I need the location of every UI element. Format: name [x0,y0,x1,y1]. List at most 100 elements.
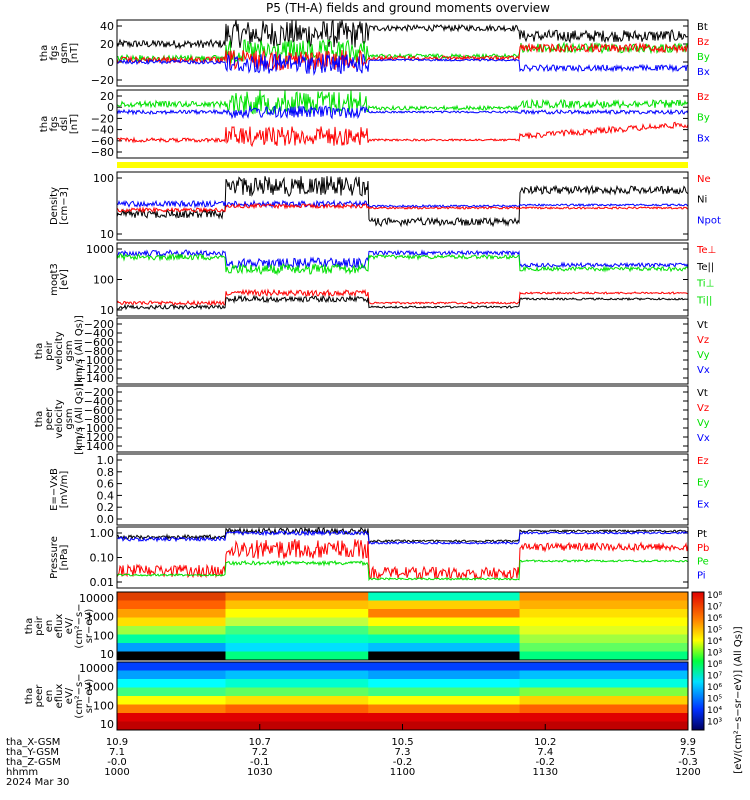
y-axis-label: moqt3 [eV] [49,263,70,296]
y-tick-label: −200 [84,318,114,331]
spectrogram-band [225,626,369,635]
y-tick-label: 0.0 [97,513,115,526]
spectrogram-band [519,617,688,627]
spectrogram-band [117,626,226,635]
colorbar-tick-label: 10⁵ [707,626,722,636]
y-axis-label-line: [mV/m] [59,471,70,509]
legend-entry: Ex [697,499,709,510]
spectrogram-band [225,679,369,688]
spectrogram-band [117,713,226,722]
spectrogram-band [368,670,521,680]
y-tick-label: 100 [93,699,114,712]
y-tick-label: 20 [100,90,114,103]
colorbar-tick-label: 10⁴ [707,706,722,716]
series-Ne [117,202,688,214]
spectrogram-band [225,687,369,697]
legend-entry: Bt [697,22,708,33]
y-axis-label-line: tha [34,411,45,427]
y-axis-label-line: moqt3 [49,263,60,296]
series-Bt [117,20,688,50]
legend-entry: Pt [697,529,707,540]
spectrogram-band [225,704,369,714]
x-axis-row-label: tha_Z-GSM [6,757,61,768]
y-axis-label-line: tha [34,343,45,359]
y-axis-label-line: eV/ [64,687,75,704]
y-axis-label-line: eflux [54,614,65,639]
y-tick-label: 10000 [79,592,114,605]
y-axis-label-line: E=−VxB [49,468,60,511]
spectrogram-band [519,704,688,714]
y-axis-label-line: Density [49,187,60,225]
y-tick-label: 0 [107,56,114,69]
y-axis-label: tha peer velocity gsm [km/s (All Qs)] [34,383,85,455]
panel-frame [116,453,689,526]
spectrogram-band [519,713,688,722]
spectrogram-band [519,651,688,660]
spectrogram-band [117,600,226,610]
spectrogram-band [117,617,226,627]
y-tick-label: 10 [100,304,114,317]
y-tick-label: −200 [84,386,114,399]
spectrogram-band [519,600,688,610]
spectrogram-band [117,670,226,680]
spectrogram-band [117,651,226,660]
x-axis-value: -0.1 [250,757,270,768]
spectrogram-band [117,721,226,730]
spectrogram-band [368,662,521,671]
legend-entry: Npot [697,215,721,226]
panel-data [117,527,688,582]
y-tick-label: 0.01 [90,576,115,589]
spectrogram-band [225,592,369,601]
spectrogram-band [368,679,521,688]
y-axis-label-line: [nT] [69,114,80,134]
x-axis-value: 1000 [104,767,129,778]
y-axis-label: E=−VxB [mV/m] [49,468,70,511]
y-tick-label: −1200 [77,431,114,444]
y-axis-label-line: tha [39,45,50,61]
y-tick-label: −60 [91,135,114,148]
y-axis-label-line: fgs [49,116,60,131]
spectrogram-band [368,651,521,660]
legend-entry: Ti|| [696,295,712,306]
y-axis-label-line: peer [34,684,45,708]
y-tick-label: −1000 [77,422,114,435]
y-tick-label: 10 [100,648,114,661]
y-tick-label: −20 [91,112,114,125]
y-tick-label: 0.2 [97,501,115,514]
legend-entry: Bz [697,37,709,48]
legend-entry: Pi [697,570,706,581]
y-axis-label-line: [eV] [59,269,70,290]
x-axis-value: 10.9 [106,737,128,748]
y-axis-label-line: gsm [59,42,70,63]
spectrogram-band [368,713,521,722]
x-axis-value: 7.4 [537,747,553,758]
spectrogram-band [519,643,688,652]
y-tick-label: −1400 [77,372,114,385]
spectrogram-band [225,609,369,618]
y-axis-label-line: [nT] [69,43,80,63]
legend-entry: Bx [697,67,710,78]
series-Bz [117,42,688,71]
panel-4: 1000 100 10 moqt3 [eV] Te⊥ Te|| Ti⊥ Ti|| [49,242,716,317]
colorbar-tick-label: 10⁸ [707,591,722,601]
x-axis-value: 7.1 [109,747,125,758]
y-axis-label-line: eV/ [64,617,75,634]
y-axis-label-line: tha [24,618,35,634]
x-axis-value: 7.5 [680,747,696,758]
spectrogram-band [225,651,369,660]
spectrogram-band [368,592,521,601]
colorbar-tick-label: 10⁸ [707,660,722,670]
panel-frame [116,19,689,87]
legend-entry: Te⊥ [696,245,716,256]
spectrogram-band [117,687,226,697]
panel-7: 1.00.80.60.40.20.0 E=−VxB [mV/m] Ez Ey Ex [49,453,709,526]
x-axis-row-label: tha_X-GSM [6,737,60,748]
spectrogram-band [368,721,521,730]
colorbar-tick-label: 10⁴ [707,637,722,647]
legend-entry: Vt [697,388,708,399]
y-tick-label: 0.4 [97,489,115,502]
legend-entry: Te|| [696,262,714,273]
panel-10: 10000 1000 100 10 tha peer en eflux eV/(cm²−s− sr… [24,661,689,731]
y-axis-label-line: gsm [64,340,75,361]
